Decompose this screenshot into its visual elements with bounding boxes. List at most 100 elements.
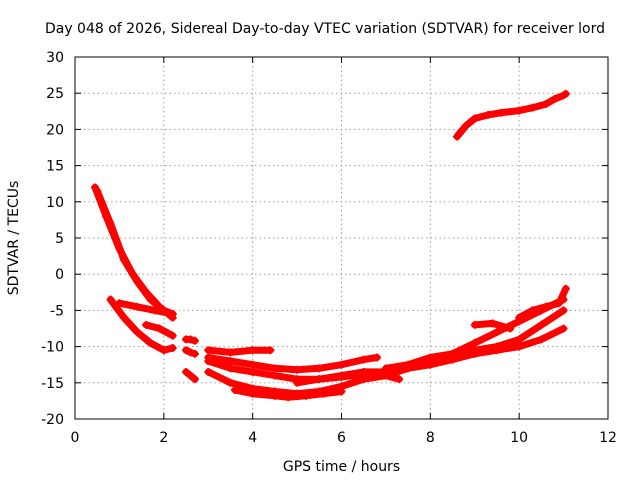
data-point (559, 324, 568, 333)
data-point (541, 302, 550, 311)
data-point (190, 349, 199, 358)
data-point (452, 132, 461, 141)
data-point (284, 393, 293, 402)
data-point (461, 121, 470, 130)
data-point (315, 364, 324, 373)
chart-title: Day 048 of 2026, Sidereal Day-to-day VTE… (45, 21, 605, 37)
y-tick-label: -20 (41, 412, 64, 428)
data-point (395, 375, 404, 384)
data-point (93, 186, 102, 195)
data-point (168, 344, 177, 353)
data-point (204, 357, 213, 366)
data-point (559, 306, 568, 315)
data-point (190, 375, 199, 384)
data-point (359, 355, 368, 364)
data-point (226, 364, 235, 373)
data-point (448, 349, 457, 358)
tick-layer: 0 2 4 6 8 10 12 -20 -15 -10 -5 0 5 10 15 20 25 30 (41, 50, 617, 446)
y-tick-label: 10 (46, 195, 64, 211)
series-track-e (142, 320, 177, 340)
data-point (404, 360, 413, 369)
x-tick-label: 8 (426, 430, 435, 446)
series-trace (204, 346, 274, 356)
data-point (359, 367, 368, 376)
data-point (492, 328, 501, 337)
data-layer (90, 89, 570, 402)
y-tick-label: 20 (46, 122, 64, 138)
data-point (133, 302, 142, 311)
data-point (515, 342, 524, 351)
y-axis-title: SDTVAR / TECUs (6, 181, 22, 296)
data-point (248, 389, 257, 398)
data-point (204, 346, 213, 355)
y-tick-label: 25 (46, 86, 64, 102)
y-tick-label: -15 (41, 376, 64, 392)
data-point (497, 108, 506, 117)
y-tick-label: 30 (46, 50, 64, 66)
data-point (359, 375, 368, 384)
x-tick-label: 4 (248, 430, 257, 446)
data-point (168, 310, 177, 319)
data-point (186, 371, 195, 380)
data-point (561, 284, 570, 293)
y-tick-label: -10 (41, 340, 64, 356)
data-point (470, 114, 479, 123)
series-trace (115, 299, 177, 318)
data-point (182, 346, 191, 355)
x-tick-label: 10 (510, 430, 528, 446)
series-track-g (182, 346, 199, 358)
data-point (270, 364, 279, 373)
data-point (186, 348, 195, 357)
data-point (515, 335, 524, 344)
data-point (470, 346, 479, 355)
data-point (230, 386, 239, 395)
data-point (488, 319, 497, 328)
data-point (168, 331, 177, 340)
data-point (248, 360, 257, 369)
data-point (119, 255, 128, 264)
data-point (492, 342, 501, 351)
data-point (561, 89, 570, 98)
data-point (270, 371, 279, 380)
data-point (146, 295, 155, 304)
data-point (470, 338, 479, 347)
data-point (226, 348, 235, 357)
data-point (115, 299, 124, 308)
data-point (315, 375, 324, 384)
data-point (248, 346, 257, 355)
data-point (381, 371, 390, 380)
data-point (550, 94, 559, 103)
data-point (248, 367, 257, 376)
series-track-p (381, 306, 568, 373)
data-point (133, 277, 142, 286)
y-tick-label: 15 (46, 159, 64, 175)
data-point (182, 367, 191, 376)
series-trace (453, 90, 570, 141)
series-track-f (182, 335, 199, 345)
data-point (106, 295, 115, 304)
data-point (270, 391, 279, 400)
series-track-h (182, 367, 199, 384)
data-point (150, 306, 159, 315)
data-point (537, 335, 546, 344)
data-point (470, 320, 479, 329)
data-point (426, 360, 435, 369)
data-point (293, 378, 302, 387)
series-track-j (204, 353, 382, 374)
x-axis-title: GPS time / hours (283, 459, 400, 475)
data-point (515, 313, 524, 322)
data-point (293, 365, 302, 374)
x-tick-label: 0 (71, 430, 80, 446)
data-point (506, 324, 515, 333)
data-point (146, 338, 155, 347)
data-point (515, 106, 524, 115)
data-point (528, 306, 537, 315)
data-point (226, 378, 235, 387)
data-point (155, 324, 164, 333)
data-point (484, 110, 493, 119)
series-trace (93, 187, 177, 318)
data-point (106, 219, 115, 228)
series-track-d (115, 299, 177, 319)
x-tick-label: 2 (159, 430, 168, 446)
